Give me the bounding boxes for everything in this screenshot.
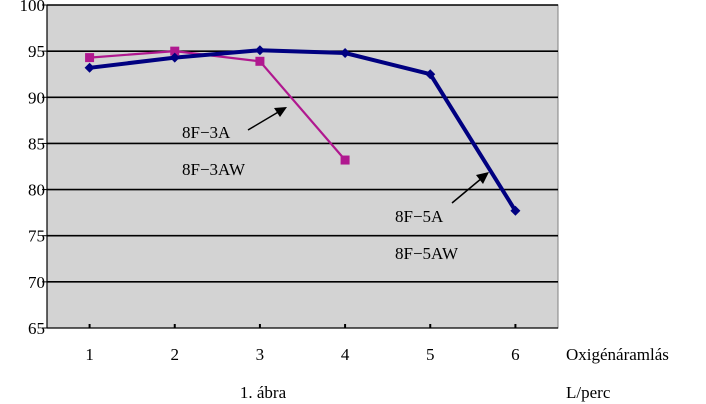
- plot-area: [46, 4, 559, 329]
- x-tick-label-4: 4: [341, 345, 350, 364]
- annotation-8f-3aw: 8F−3AW: [182, 160, 246, 179]
- series-2-point-6: [510, 205, 521, 216]
- annotation-8f-3a: 8F−3A: [182, 123, 231, 142]
- x-tick-label-2: 2: [171, 345, 180, 364]
- annotation-arrow-3a: [247, 107, 287, 131]
- annotation-8f-5aw: 8F−5AW: [395, 244, 459, 263]
- series-2-point-3: [254, 45, 265, 56]
- y-tick-label-100: 100: [20, 0, 46, 15]
- x-tick-label-1: 1: [85, 345, 94, 364]
- series-2-line: [89, 48, 518, 212]
- y-tick-label-80: 80: [28, 181, 45, 200]
- x-axis-unit-label: L/perc: [566, 383, 611, 402]
- y-tick-label-95: 95: [28, 42, 45, 61]
- series-1-point-1: [85, 53, 95, 63]
- series-2-point-4: [340, 47, 351, 58]
- x-axis-label: Oxigénáramlás: [566, 345, 669, 364]
- x-tick-label-3: 3: [256, 345, 265, 364]
- x-tick-label-6: 6: [511, 345, 520, 364]
- y-tick-label-65: 65: [28, 319, 45, 338]
- series-1-point-3: [255, 56, 265, 66]
- y-tick-label-85: 85: [28, 134, 45, 153]
- series-1-point-2: [170, 46, 180, 56]
- series-2-point-2: [169, 52, 180, 63]
- y-tick-label-90: 90: [28, 88, 45, 107]
- series-2-point-1: [84, 62, 95, 73]
- annotation-arrow-5a: [451, 172, 489, 204]
- x-tick-label-5: 5: [426, 345, 435, 364]
- figure-caption: 1. ábra: [240, 383, 287, 402]
- annotation-8f-5a: 8F−5A: [395, 207, 444, 226]
- series-1-point-4: [340, 155, 350, 165]
- y-tick-label-75: 75: [28, 227, 45, 246]
- series-2-point-5: [425, 69, 436, 80]
- series-1-line: [89, 49, 346, 161]
- y-tick-label-70: 70: [28, 273, 45, 292]
